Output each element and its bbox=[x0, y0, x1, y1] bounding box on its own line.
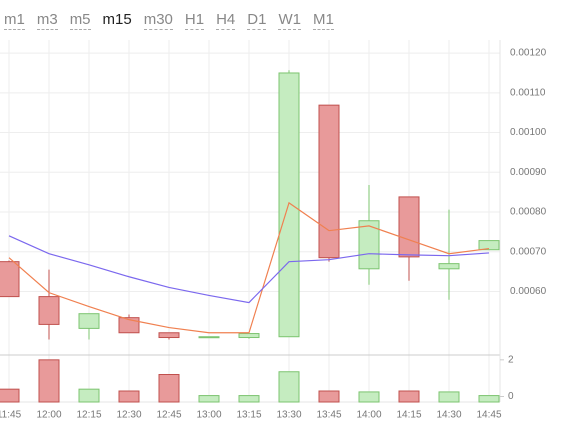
y-tick-label: 0.00070 bbox=[510, 246, 547, 257]
timeframe-button[interactable]: m3 bbox=[36, 11, 58, 30]
candle-body bbox=[318, 104, 340, 259]
candle-body bbox=[358, 220, 380, 270]
candle-body bbox=[398, 196, 420, 258]
x-tick-label: 12:30 bbox=[116, 410, 141, 421]
volume-bar bbox=[0, 388, 20, 403]
candle-body bbox=[118, 317, 140, 334]
indicator-line bbox=[8, 235, 490, 304]
timeframe-button[interactable]: m1 bbox=[4, 11, 25, 30]
volume-bar bbox=[438, 391, 460, 403]
x-tick-label: 13:30 bbox=[276, 410, 301, 421]
volume-bar bbox=[238, 395, 260, 403]
x-tick-label: 14:00 bbox=[356, 410, 381, 421]
x-tick-label: 13:45 bbox=[316, 410, 341, 421]
candle-body bbox=[438, 263, 460, 270]
timeframe-button[interactable]: M1 bbox=[312, 11, 334, 30]
volume-bar bbox=[78, 388, 100, 403]
timeframe-button[interactable]: D1 bbox=[247, 11, 267, 30]
timeframe-button[interactable]: H1 bbox=[184, 11, 205, 30]
candle-body bbox=[38, 296, 60, 325]
x-tick-label: 13:00 bbox=[196, 410, 221, 421]
volume-bar bbox=[398, 390, 420, 403]
x-tick-label: 11:45 bbox=[0, 410, 22, 421]
volume-bar bbox=[38, 359, 60, 403]
y-tick-label: 0 bbox=[508, 391, 514, 402]
volume-bar bbox=[158, 374, 180, 403]
candle-body bbox=[198, 336, 220, 339]
volume-bar bbox=[358, 391, 380, 403]
candle-body bbox=[478, 240, 500, 251]
volume-bar bbox=[478, 395, 500, 403]
timeframe-button[interactable]: W1 bbox=[278, 11, 301, 30]
x-tick-label: 14:30 bbox=[436, 410, 461, 421]
volume-bar bbox=[118, 390, 140, 403]
candle-body bbox=[158, 332, 180, 339]
timeframe-bar: m1 m3 m5 m15 m30 H1 H4 D1 W1 M1 bbox=[4, 11, 334, 30]
timeframe-button[interactable]: m30 bbox=[143, 11, 173, 30]
x-tick-label: 12:15 bbox=[76, 410, 101, 421]
candle-body bbox=[78, 313, 100, 329]
candle-body bbox=[238, 333, 260, 339]
y-tick-label: 2 bbox=[508, 354, 514, 365]
volume-bar bbox=[198, 395, 220, 403]
y-tick-label: 0.00060 bbox=[510, 286, 547, 297]
y-tick-label: 0.00090 bbox=[510, 167, 547, 178]
timeframe-button[interactable]: H4 bbox=[216, 11, 236, 30]
x-tick-label: 13:15 bbox=[236, 410, 261, 421]
indicator-line bbox=[8, 201, 490, 334]
candle-body bbox=[0, 261, 20, 298]
timeframe-button[interactable]: m5 bbox=[69, 11, 91, 30]
x-tick-label: 12:00 bbox=[36, 410, 61, 421]
x-tick-label: 12:45 bbox=[156, 410, 181, 421]
y-tick-label: 0.00100 bbox=[510, 127, 547, 138]
x-tick-label: 14:45 bbox=[476, 410, 501, 421]
y-tick-label: 0.00110 bbox=[510, 87, 546, 98]
volume-bar bbox=[278, 371, 300, 403]
x-tick-label: 14:15 bbox=[396, 410, 421, 421]
timeframe-button[interactable]: m15 bbox=[102, 11, 132, 28]
volume-bar bbox=[318, 390, 340, 403]
y-tick-label: 0.00120 bbox=[510, 48, 547, 59]
y-tick-label: 0.00080 bbox=[510, 207, 547, 218]
